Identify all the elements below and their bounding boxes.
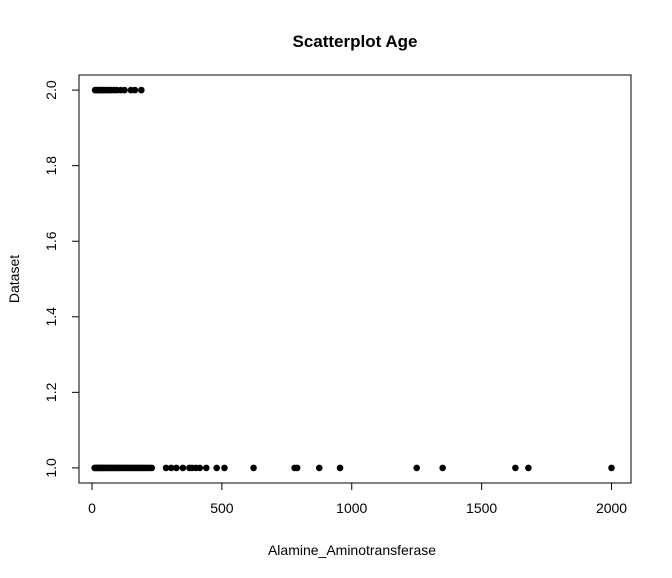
x-axis: 0 500 1000 1500 2000 (88, 482, 627, 516)
data-point (179, 464, 187, 472)
data-point (148, 464, 156, 472)
data-point (525, 464, 532, 472)
data-point (250, 464, 257, 472)
y-tick-label: 2.0 (43, 80, 59, 100)
y-axis-label: Dataset (6, 255, 22, 303)
x-tick-label: 1500 (466, 500, 497, 516)
plot-frame (78, 74, 632, 484)
data-point (167, 464, 175, 472)
data-point (131, 86, 139, 94)
data-point (196, 464, 204, 472)
y-tick-label: 1.2 (43, 382, 59, 402)
x-tick-label: 500 (210, 500, 234, 516)
data-point (413, 464, 420, 472)
data-point (162, 464, 170, 472)
x-tick-label: 0 (88, 500, 96, 516)
data-points (91, 86, 615, 472)
y-tick-label: 1.4 (43, 307, 59, 327)
y-tick-label: 1.8 (43, 156, 59, 176)
data-point (202, 464, 210, 472)
data-point (293, 464, 301, 472)
x-axis-label: Alamine_Aminotransferase (268, 542, 436, 558)
data-point (512, 464, 519, 472)
data-point (221, 464, 228, 472)
x-tick-label: 2000 (596, 500, 627, 516)
data-point (121, 86, 128, 94)
data-point (439, 464, 446, 472)
data-point (336, 464, 344, 472)
data-point (315, 464, 323, 472)
x-tick-label: 1000 (336, 500, 367, 516)
chart-title: Scatterplot Age (292, 32, 417, 51)
data-point (173, 464, 180, 472)
y-tick-label: 1.6 (43, 231, 59, 251)
y-tick-label: 1.0 (43, 458, 59, 478)
data-point (138, 86, 145, 94)
y-axis: 1.0 1.2 1.4 1.6 1.8 2.0 (43, 80, 80, 478)
data-point (213, 464, 220, 472)
data-point (608, 464, 615, 472)
